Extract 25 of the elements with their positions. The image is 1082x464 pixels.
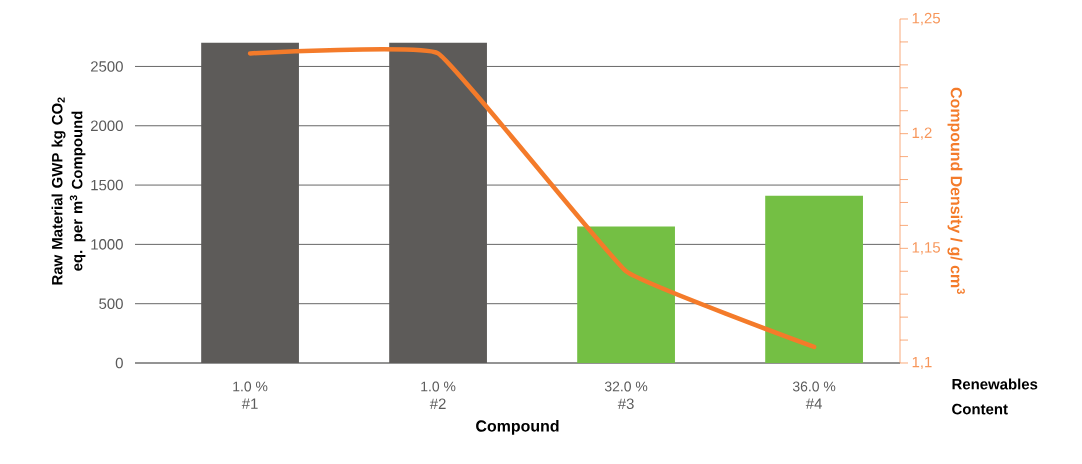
- y-tick-label: 2000: [90, 120, 123, 132]
- text: 1.0 %: [233, 381, 268, 392]
- text: Renewables Content: [952, 378, 1038, 415]
- y2-tick-label: 1,2: [912, 127, 932, 140]
- x-tick-label: #2: [429, 398, 446, 409]
- x-tick-label: #1: [241, 398, 258, 409]
- y-tick-label: 2500: [90, 61, 123, 72]
- text: 1.0 %: [421, 381, 456, 392]
- bar: [577, 226, 675, 363]
- y-tick-label: 1500: [91, 179, 123, 191]
- bar: [765, 195, 863, 363]
- bar: [201, 42, 299, 363]
- x-tick-label: #3: [617, 398, 634, 410]
- y-tick-label: 500: [99, 298, 123, 309]
- y2-axis-title: Compound Density / g/ cm$^{3}$: [947, 87, 965, 294]
- y2-tick-label: 1,25: [912, 12, 940, 26]
- x-tick-label: #4: [805, 398, 822, 409]
- y2-tick-label: 1,15: [912, 242, 940, 255]
- bar: [389, 42, 487, 363]
- text: 36.0 %: [792, 381, 836, 392]
- y-tick-label: 1000: [91, 239, 123, 250]
- x-axis-title: Compound: [476, 419, 559, 435]
- y-tick-label: 0: [115, 357, 123, 369]
- text: 32.0 %: [604, 381, 648, 392]
- y2-tick-label: 1,1: [912, 356, 932, 370]
